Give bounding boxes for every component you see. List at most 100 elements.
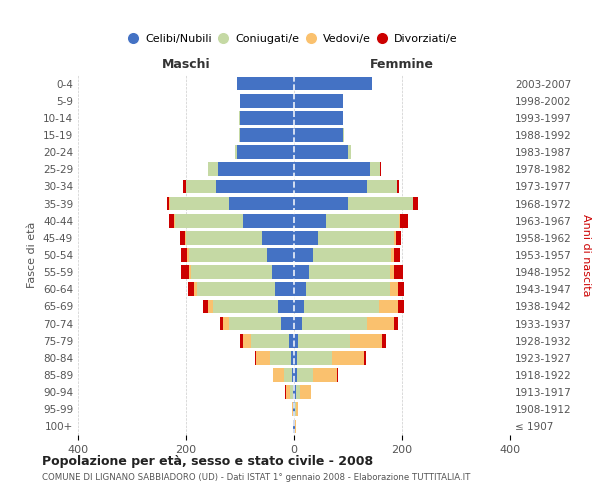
Bar [272, 266, 294, 279]
Bar [390, 266, 394, 279]
Bar [292, 402, 293, 416]
Bar [238, 76, 294, 90]
Bar [309, 266, 390, 279]
Bar [242, 214, 294, 228]
Bar [367, 316, 394, 330]
Bar [181, 248, 187, 262]
Bar [175, 214, 242, 228]
Bar [304, 300, 379, 314]
Bar [313, 248, 391, 262]
Bar [239, 128, 240, 142]
Bar [294, 334, 298, 347]
Bar [240, 94, 294, 108]
Y-axis label: Fasce di età: Fasce di età [28, 222, 37, 288]
Bar [294, 94, 343, 108]
Text: Popolazione per età, sesso e stato civile - 2008: Popolazione per età, sesso e stato civil… [42, 455, 373, 468]
Bar [278, 300, 294, 314]
Bar [400, 214, 409, 228]
Bar [274, 368, 284, 382]
Bar [289, 334, 294, 347]
Bar [294, 386, 296, 399]
Bar [184, 180, 186, 194]
Bar [174, 214, 175, 228]
Bar [262, 231, 294, 244]
Bar [191, 266, 272, 279]
Bar [292, 351, 294, 364]
Bar [382, 334, 386, 347]
Bar [208, 300, 213, 314]
Bar [188, 266, 191, 279]
Bar [251, 334, 289, 347]
Bar [337, 368, 338, 382]
Legend: Celibi/Nubili, Coniugati/e, Vedovi/e, Divorziati/e: Celibi/Nubili, Coniugati/e, Vedovi/e, Di… [127, 30, 461, 48]
Bar [270, 351, 292, 364]
Bar [203, 300, 208, 314]
Bar [223, 316, 229, 330]
Bar [302, 316, 367, 330]
Bar [296, 368, 313, 382]
Bar [294, 180, 367, 194]
Bar [284, 368, 292, 382]
Bar [181, 266, 188, 279]
Bar [179, 231, 185, 244]
Bar [300, 386, 311, 399]
Text: COMUNE DI LIGNANO SABBIADORO (UD) - Dati ISTAT 1° gennaio 2008 - Elaborazione TU: COMUNE DI LIGNANO SABBIADORO (UD) - Dati… [42, 472, 470, 482]
Bar [306, 282, 389, 296]
Bar [313, 368, 337, 382]
Bar [294, 266, 309, 279]
Bar [216, 180, 294, 194]
Bar [188, 248, 267, 262]
Bar [240, 111, 294, 124]
Text: Femmine: Femmine [370, 58, 434, 71]
Bar [167, 196, 169, 210]
Bar [275, 282, 294, 296]
Bar [294, 248, 313, 262]
Bar [218, 162, 294, 176]
Bar [295, 402, 296, 416]
Bar [296, 351, 332, 364]
Bar [188, 282, 194, 296]
Bar [364, 351, 366, 364]
Bar [394, 248, 400, 262]
Bar [255, 351, 256, 364]
Bar [220, 316, 223, 330]
Bar [186, 180, 216, 194]
Bar [295, 420, 296, 434]
Bar [290, 386, 293, 399]
Bar [296, 402, 298, 416]
Bar [395, 231, 401, 244]
Bar [170, 196, 229, 210]
Bar [294, 196, 348, 210]
Bar [294, 300, 304, 314]
Text: Maschi: Maschi [161, 58, 211, 71]
Bar [294, 282, 306, 296]
Bar [389, 282, 398, 296]
Bar [319, 231, 394, 244]
Bar [394, 231, 395, 244]
Bar [294, 214, 326, 228]
Bar [294, 128, 343, 142]
Bar [296, 386, 300, 399]
Bar [256, 351, 270, 364]
Bar [229, 196, 294, 210]
Bar [398, 300, 404, 314]
Bar [293, 386, 294, 399]
Bar [197, 282, 275, 296]
Bar [240, 128, 294, 142]
Bar [213, 300, 278, 314]
Bar [186, 231, 262, 244]
Bar [298, 334, 350, 347]
Bar [267, 248, 294, 262]
Bar [294, 368, 296, 382]
Bar [370, 162, 380, 176]
Bar [332, 351, 364, 364]
Bar [380, 162, 382, 176]
Bar [348, 146, 350, 159]
Bar [281, 316, 294, 330]
Bar [413, 196, 418, 210]
Bar [398, 282, 404, 296]
Bar [294, 146, 348, 159]
Bar [185, 231, 186, 244]
Bar [294, 351, 296, 364]
Bar [240, 334, 242, 347]
